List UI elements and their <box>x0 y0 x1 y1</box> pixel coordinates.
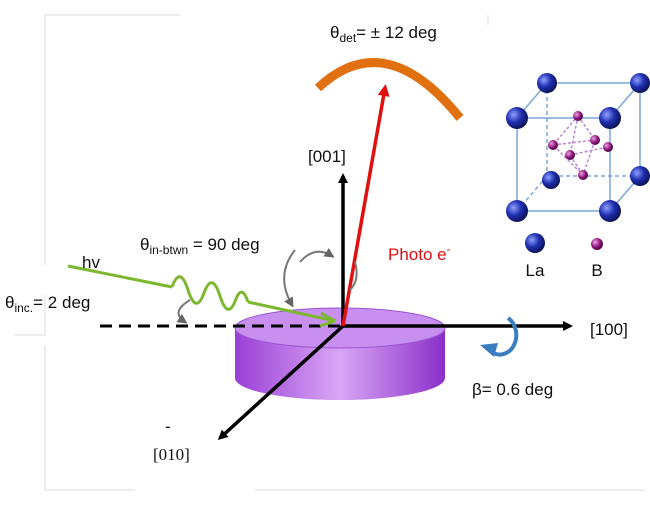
angle-arrows <box>176 248 358 324</box>
hv-label: hv <box>82 253 100 272</box>
symbol: θ <box>330 23 339 42</box>
symbol: θ <box>140 235 149 254</box>
symbol: θ <box>5 293 14 312</box>
rotation-arrowhead <box>480 343 498 357</box>
value: = 90 deg <box>188 235 259 254</box>
superscript: - <box>447 242 451 256</box>
axis-010-arrow <box>217 324 345 441</box>
subscript: in-btwn <box>149 243 188 257</box>
subscript: det <box>339 31 356 45</box>
theta-det-label: θdet= ± 12 deg <box>330 23 437 45</box>
subscript: inc. <box>14 301 33 315</box>
axis-001-label: [001] <box>308 147 346 166</box>
beta-label: β= 0.6 deg <box>472 380 553 399</box>
theta-inc-label: θinc.= 2 deg <box>5 293 90 315</box>
detector-arc <box>314 58 464 121</box>
rotation-arrow <box>490 316 519 357</box>
axis-100-label: [100] <box>590 320 628 339</box>
legend-la: La <box>526 261 545 280</box>
value: = ± 12 deg <box>356 23 437 42</box>
crystal-structure <box>506 73 650 253</box>
text: Photo e <box>388 245 447 264</box>
axis-010-label: [010] <box>153 445 190 464</box>
frame <box>15 14 645 491</box>
photoelectron-arrow <box>341 84 390 327</box>
axis-010-bar: - <box>165 417 171 436</box>
photon-beam <box>67 264 336 328</box>
photo-label: Photo e- <box>388 242 451 264</box>
theta-btwn-label: θin-btwn = 90 deg <box>140 235 260 257</box>
value: = 2 deg <box>33 293 90 312</box>
sample-disk <box>234 307 446 400</box>
legend-b: B <box>591 261 602 280</box>
